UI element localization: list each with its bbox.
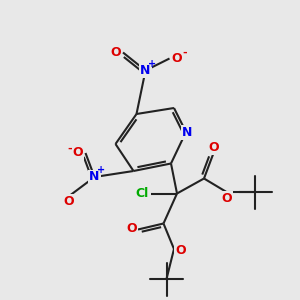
Text: O: O [175,244,186,257]
Text: O: O [221,192,232,205]
Text: N: N [182,125,193,139]
Text: O: O [208,141,219,154]
Text: O: O [110,46,121,59]
Text: N: N [140,64,151,77]
Text: O: O [126,221,137,235]
Text: +: + [97,165,106,176]
Text: +: + [148,59,157,69]
Text: O: O [73,146,83,160]
Text: O: O [64,195,74,208]
Text: -: - [183,48,188,58]
Text: -: - [68,143,72,154]
Text: Cl: Cl [136,187,149,200]
Text: O: O [172,52,182,65]
Text: N: N [89,170,100,184]
